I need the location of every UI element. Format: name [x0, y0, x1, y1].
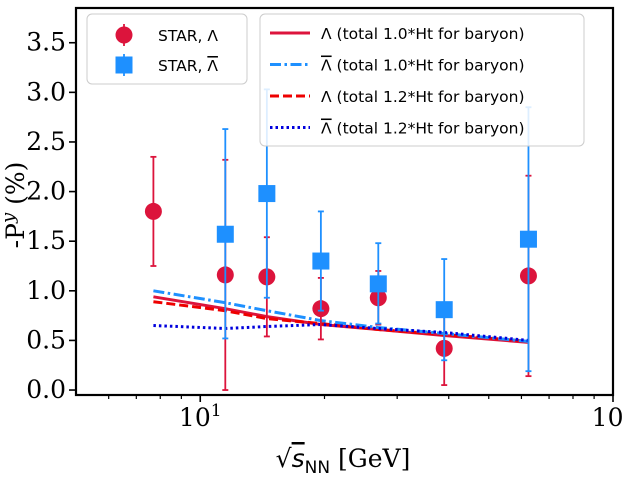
marker-square — [216, 225, 234, 243]
data-points — [144, 88, 537, 391]
legend-label: Λ (total 1.2*Ht for baryon) — [321, 88, 525, 106]
data-point-antilambda — [435, 258, 453, 362]
axis-ticks: 0.0 0.5 1.0 1.5 2.0 2.5 3.0 3.5 101 102 — [26, 28, 623, 432]
legend-label: Λ (total 1.0*Ht for baryon) — [321, 57, 525, 75]
y-axis-label: -Py (%) — [0, 162, 30, 249]
y-tick-label: 2.0 — [26, 177, 66, 206]
y-tick-label: 1.5 — [26, 226, 66, 255]
data-legend: STAR, Λ STAR, Λ — [86, 13, 248, 85]
legend-box — [259, 13, 585, 147]
data-point-antilambda — [369, 242, 387, 325]
x-tick-label: 102 — [592, 401, 623, 432]
data-point-lambda — [144, 155, 162, 267]
marker-square — [519, 230, 537, 248]
y-tick-label: 0.0 — [26, 375, 66, 404]
y-tick-label: 1.0 — [26, 276, 66, 305]
data-point-antilambda — [216, 128, 234, 340]
marker-square — [435, 301, 453, 319]
legend-entry: Λ (total 1.0*Ht for baryon) — [270, 25, 525, 43]
y-tick-label: 3.0 — [26, 77, 66, 106]
marker-square — [258, 185, 276, 203]
legend-entry: Λ (total 1.2*Ht for baryon) — [270, 88, 525, 106]
legend-label: STAR, Λ — [158, 57, 218, 75]
plot-frame — [74, 6, 615, 397]
legend-label: STAR, Λ — [158, 27, 218, 45]
y-tick-label: 0.5 — [26, 325, 66, 354]
y-tick-label: 3.5 — [26, 28, 66, 57]
legend-entry: STAR, Λ — [115, 24, 218, 46]
legend-entry: Λ (total 1.0*Ht for baryon) — [270, 57, 525, 75]
marker-square — [312, 252, 330, 270]
legend-label: Λ (total 1.0*Ht for baryon) — [321, 25, 525, 43]
x-axis-label: √sNN [GeV] — [276, 444, 411, 478]
marker-circle — [144, 202, 162, 220]
legend-marker-square — [115, 56, 133, 74]
model-legend: Λ (total 1.0*Ht for baryon) Λ (total 1.0*… — [259, 13, 585, 147]
legend-marker-circle — [115, 26, 133, 44]
theory-curves — [153, 289, 529, 344]
x-tick-label: 101 — [179, 401, 222, 432]
marker-square — [369, 275, 387, 293]
data-point-antilambda — [519, 106, 537, 373]
y-tick-label: 2.5 — [26, 127, 66, 156]
data-point-antilambda — [312, 210, 330, 312]
legend-entry: STAR, Λ — [115, 54, 218, 76]
legend-entry: Λ (total 1.2*Ht for baryon) — [270, 120, 525, 138]
legend-label: Λ (total 1.2*Ht for baryon) — [321, 120, 525, 138]
